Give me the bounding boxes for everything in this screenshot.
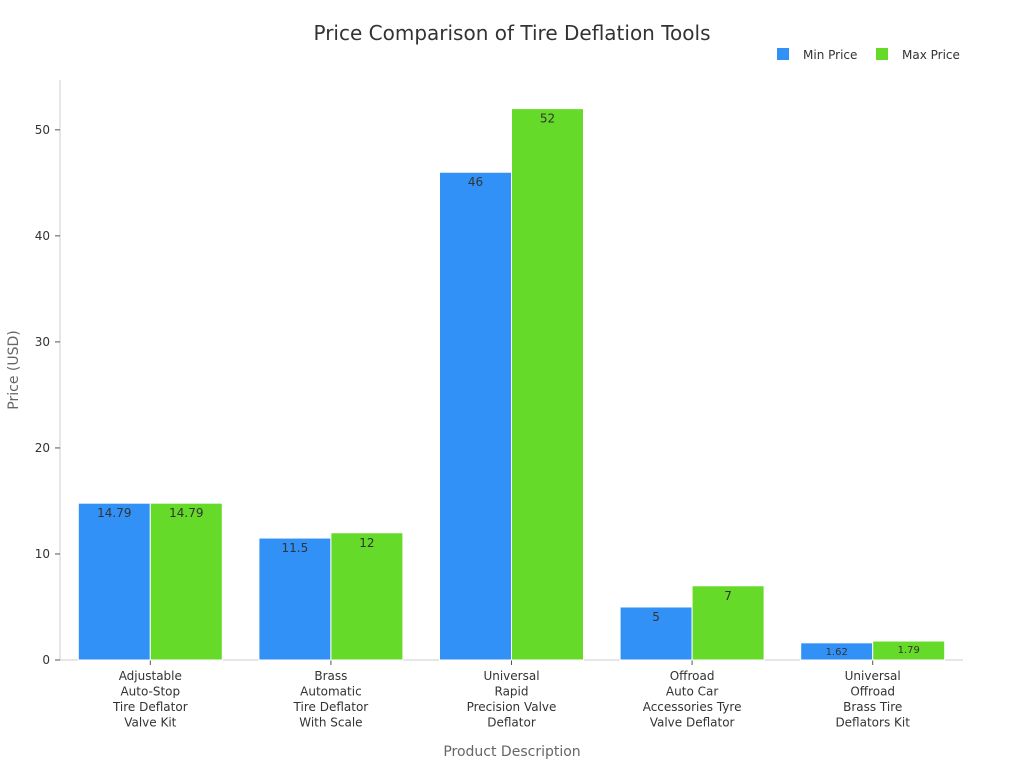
y-tick-label: 50: [35, 123, 50, 137]
legend-label: Min Price: [803, 48, 857, 62]
data-label: 52: [540, 112, 555, 126]
data-label: 14.79: [169, 506, 203, 520]
data-label: 11.5: [282, 541, 309, 555]
y-tick-label: 10: [35, 547, 50, 561]
legend-label: Max Price: [902, 48, 960, 62]
x-tick-label: Universal Rapid Precision Valve Deflator: [467, 669, 557, 730]
legend-swatch: [777, 48, 789, 60]
x-tick-label: Offroad Auto Car Accessories Tyre Valve Def…: [643, 669, 742, 730]
bar-max-price: [149, 502, 223, 661]
bars: 14.79 14.79 11.5 12 46 52 5 7 1.62 1.79: [77, 108, 946, 661]
x-tick-label: Universal Offroad Brass Tire Deflators Kit: [835, 669, 910, 730]
bar-max-price: [691, 585, 765, 661]
data-label: 14.79: [97, 506, 131, 520]
legend: Min Price Max Price: [777, 48, 960, 62]
bar-max-price: [330, 532, 404, 661]
y-tick-label: 0: [42, 653, 50, 667]
bar-min-price: [619, 606, 693, 661]
y-tick-label: 40: [35, 229, 50, 243]
axes: 0 10 20 30 40 50 Adjustable Auto-Stop Tire Defla…: [35, 80, 963, 730]
x-tick-label: Adjustable Auto-Stop Tire Deflator Valve Ki…: [112, 669, 188, 730]
data-label: 7: [724, 589, 732, 603]
chart-title: Price Comparison of Tire Deflation Tools: [314, 21, 711, 45]
data-label: 1.79: [898, 645, 920, 656]
data-label: 5: [652, 610, 660, 624]
bar-min-price: [258, 537, 332, 661]
y-axis-label: Price (USD): [6, 330, 22, 409]
data-label: 46: [468, 175, 483, 189]
bar-max-price: [511, 108, 584, 661]
y-tick-label: 30: [35, 335, 50, 349]
bar-min-price: [77, 502, 151, 661]
data-label: 1.62: [826, 647, 848, 658]
y-tick-label: 20: [35, 441, 50, 455]
x-axis-label: Product Description: [443, 744, 580, 760]
x-tick-label: Brass Automatic Tire Deflator With Scale: [293, 669, 369, 730]
data-label: 12: [359, 536, 374, 550]
legend-swatch: [876, 48, 888, 60]
bar-max-price: [872, 640, 946, 661]
bar-min-price: [439, 171, 512, 661]
